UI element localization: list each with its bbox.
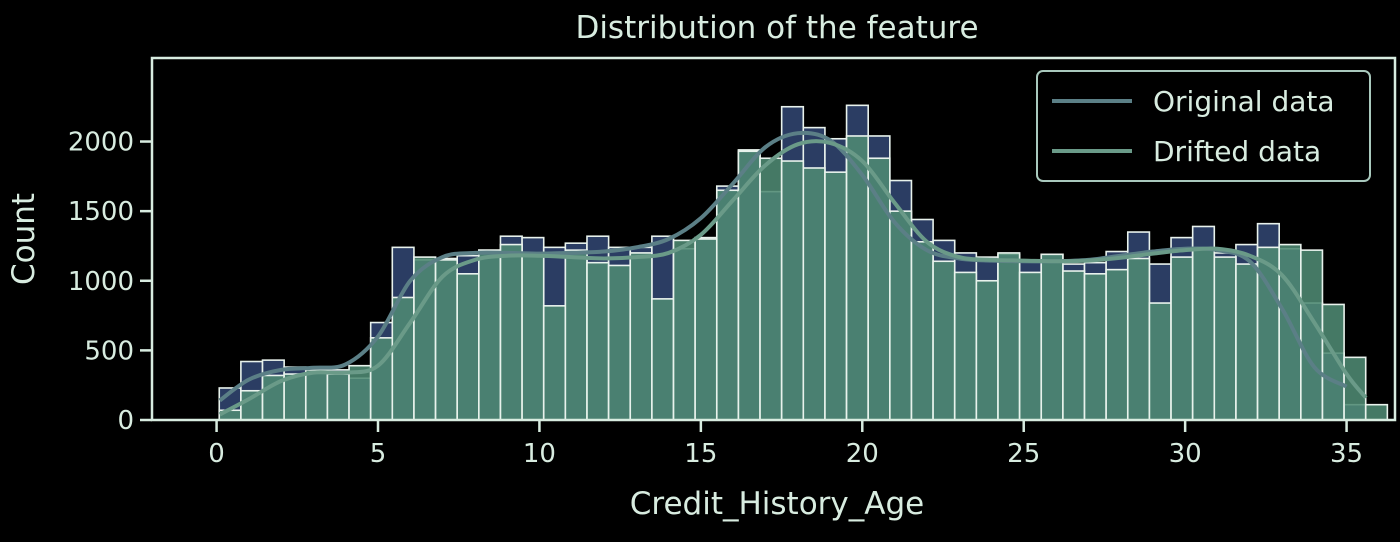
bar-drifted [997, 252, 1021, 421]
bar-drifted [1300, 249, 1324, 421]
y-tick-label: 2000 [68, 128, 134, 158]
bar-drifted [1083, 273, 1107, 421]
bar-drifted [1148, 302, 1172, 421]
plot-frame [150, 56, 1397, 422]
bar-drifted [1213, 256, 1237, 421]
bar-drifted [326, 373, 350, 421]
legend-label-original: Original data [1153, 85, 1335, 118]
y-tick-label: 1500 [68, 197, 134, 227]
x-axis-ticks: 0 5 10 15 20 25 30 35 [208, 420, 1363, 469]
bar-drifted [802, 167, 826, 421]
bar-drifted [889, 210, 913, 421]
bar-drifted [1343, 356, 1367, 421]
x-axis-label: Credit_History_Age [630, 486, 924, 522]
y-tick-label: 1000 [68, 267, 134, 297]
x-tick-label: 35 [1330, 439, 1363, 469]
bar-drifted [283, 373, 307, 421]
x-tick-label: 0 [208, 439, 225, 469]
bar-drifted [1105, 268, 1129, 421]
y-tick-label: 0 [117, 406, 134, 436]
legend: Original data Drifted data [1036, 70, 1371, 182]
x-tick-label: 15 [684, 439, 717, 469]
bar-drifted [715, 189, 740, 421]
y-tick-label: 500 [84, 336, 134, 366]
bar-drifted [499, 243, 523, 421]
bar-drifted [521, 253, 545, 421]
bar-drifted [1018, 271, 1043, 421]
bar-drifted [607, 264, 632, 421]
x-tick-label: 10 [523, 439, 556, 469]
kde-line-original [218, 130, 1348, 403]
legend-box [1036, 70, 1371, 182]
bar-drifted [586, 261, 610, 421]
bar-drifted [478, 249, 502, 421]
y-axis-label: Count [6, 193, 42, 285]
bar-drifted [1062, 270, 1086, 421]
chart-title: Distribution of the feature [575, 10, 978, 46]
bar-drifted [413, 256, 437, 421]
bar-drifted [1170, 256, 1194, 421]
bar-drifted [910, 240, 934, 421]
bar-drifted [932, 260, 956, 421]
x-tick-label: 25 [1007, 439, 1040, 469]
bar-drifted [564, 249, 588, 421]
legend-label-drifted: Drifted data [1153, 135, 1321, 168]
bar-drifted [304, 369, 329, 421]
kde-lines [218, 130, 1368, 417]
bar-drifted [1278, 243, 1302, 421]
bar-drifted [542, 305, 567, 421]
bar-drifted [975, 279, 999, 421]
bar-drifted [694, 238, 718, 421]
bar-drifted [1364, 403, 1389, 421]
bar-drifted [672, 239, 696, 421]
bar-drifted [824, 171, 848, 421]
x-tick-label: 5 [370, 439, 387, 469]
bar-drifted [1235, 263, 1259, 421]
bar-drifted [651, 298, 675, 421]
bar-drifted [456, 273, 480, 421]
y-axis-ticks: 0 500 1000 1500 2000 [68, 128, 152, 436]
bar-drifted [953, 271, 978, 421]
bar-drifted [1126, 257, 1151, 421]
bar-drifted [759, 157, 783, 421]
bar-drifted [391, 296, 415, 421]
x-tick-label: 30 [1169, 439, 1202, 469]
kde-line-drifted [218, 139, 1368, 417]
x-tick-label: 20 [846, 439, 879, 469]
bar-drifted [1191, 247, 1216, 421]
bar-drifted [1040, 253, 1064, 421]
bar-drifted [780, 160, 805, 421]
bar-drifted [629, 252, 653, 421]
